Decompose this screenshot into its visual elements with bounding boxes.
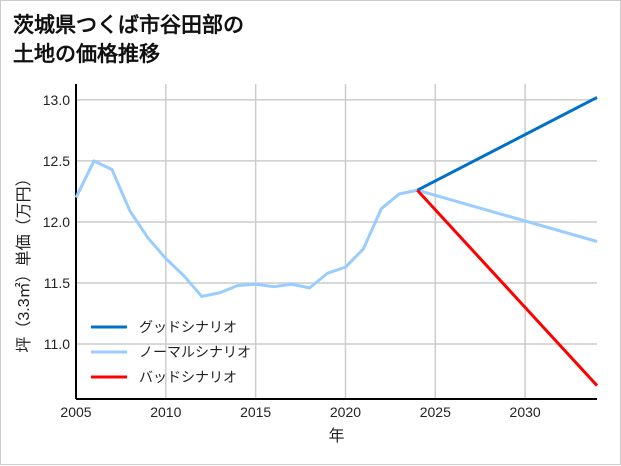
x-axis-label: 年: [328, 427, 344, 445]
y-tick-label: 11.0: [44, 336, 70, 352]
x-tick-label: 2025: [420, 404, 451, 420]
y-tick-label: 13.0: [43, 92, 70, 108]
x-tick-label: 2020: [330, 404, 361, 420]
y-tick-label: 12.5: [43, 153, 70, 169]
series-line: [416, 96, 598, 192]
legend-label: グッドシナリオ: [139, 319, 237, 335]
y-tick-label: 11.5: [44, 275, 70, 291]
series-line: [416, 189, 599, 387]
y-tick-label: 12.0: [43, 214, 70, 230]
chart-title: 茨城県つくば市谷田部の 土地の価格推移: [13, 13, 244, 66]
series-line: [74, 159, 598, 298]
x-tick-label: 2005: [60, 404, 91, 420]
x-tick-label: 2015: [240, 404, 271, 420]
legend-label: バッドシナリオ: [139, 369, 237, 385]
x-tick-label: 2030: [510, 404, 541, 420]
x-tick-label: 2010: [150, 404, 181, 420]
y-axis-label: 坪（3.3㎡）単価（万円）: [15, 170, 33, 352]
legend-label: ノーマルシナリオ: [139, 344, 251, 360]
